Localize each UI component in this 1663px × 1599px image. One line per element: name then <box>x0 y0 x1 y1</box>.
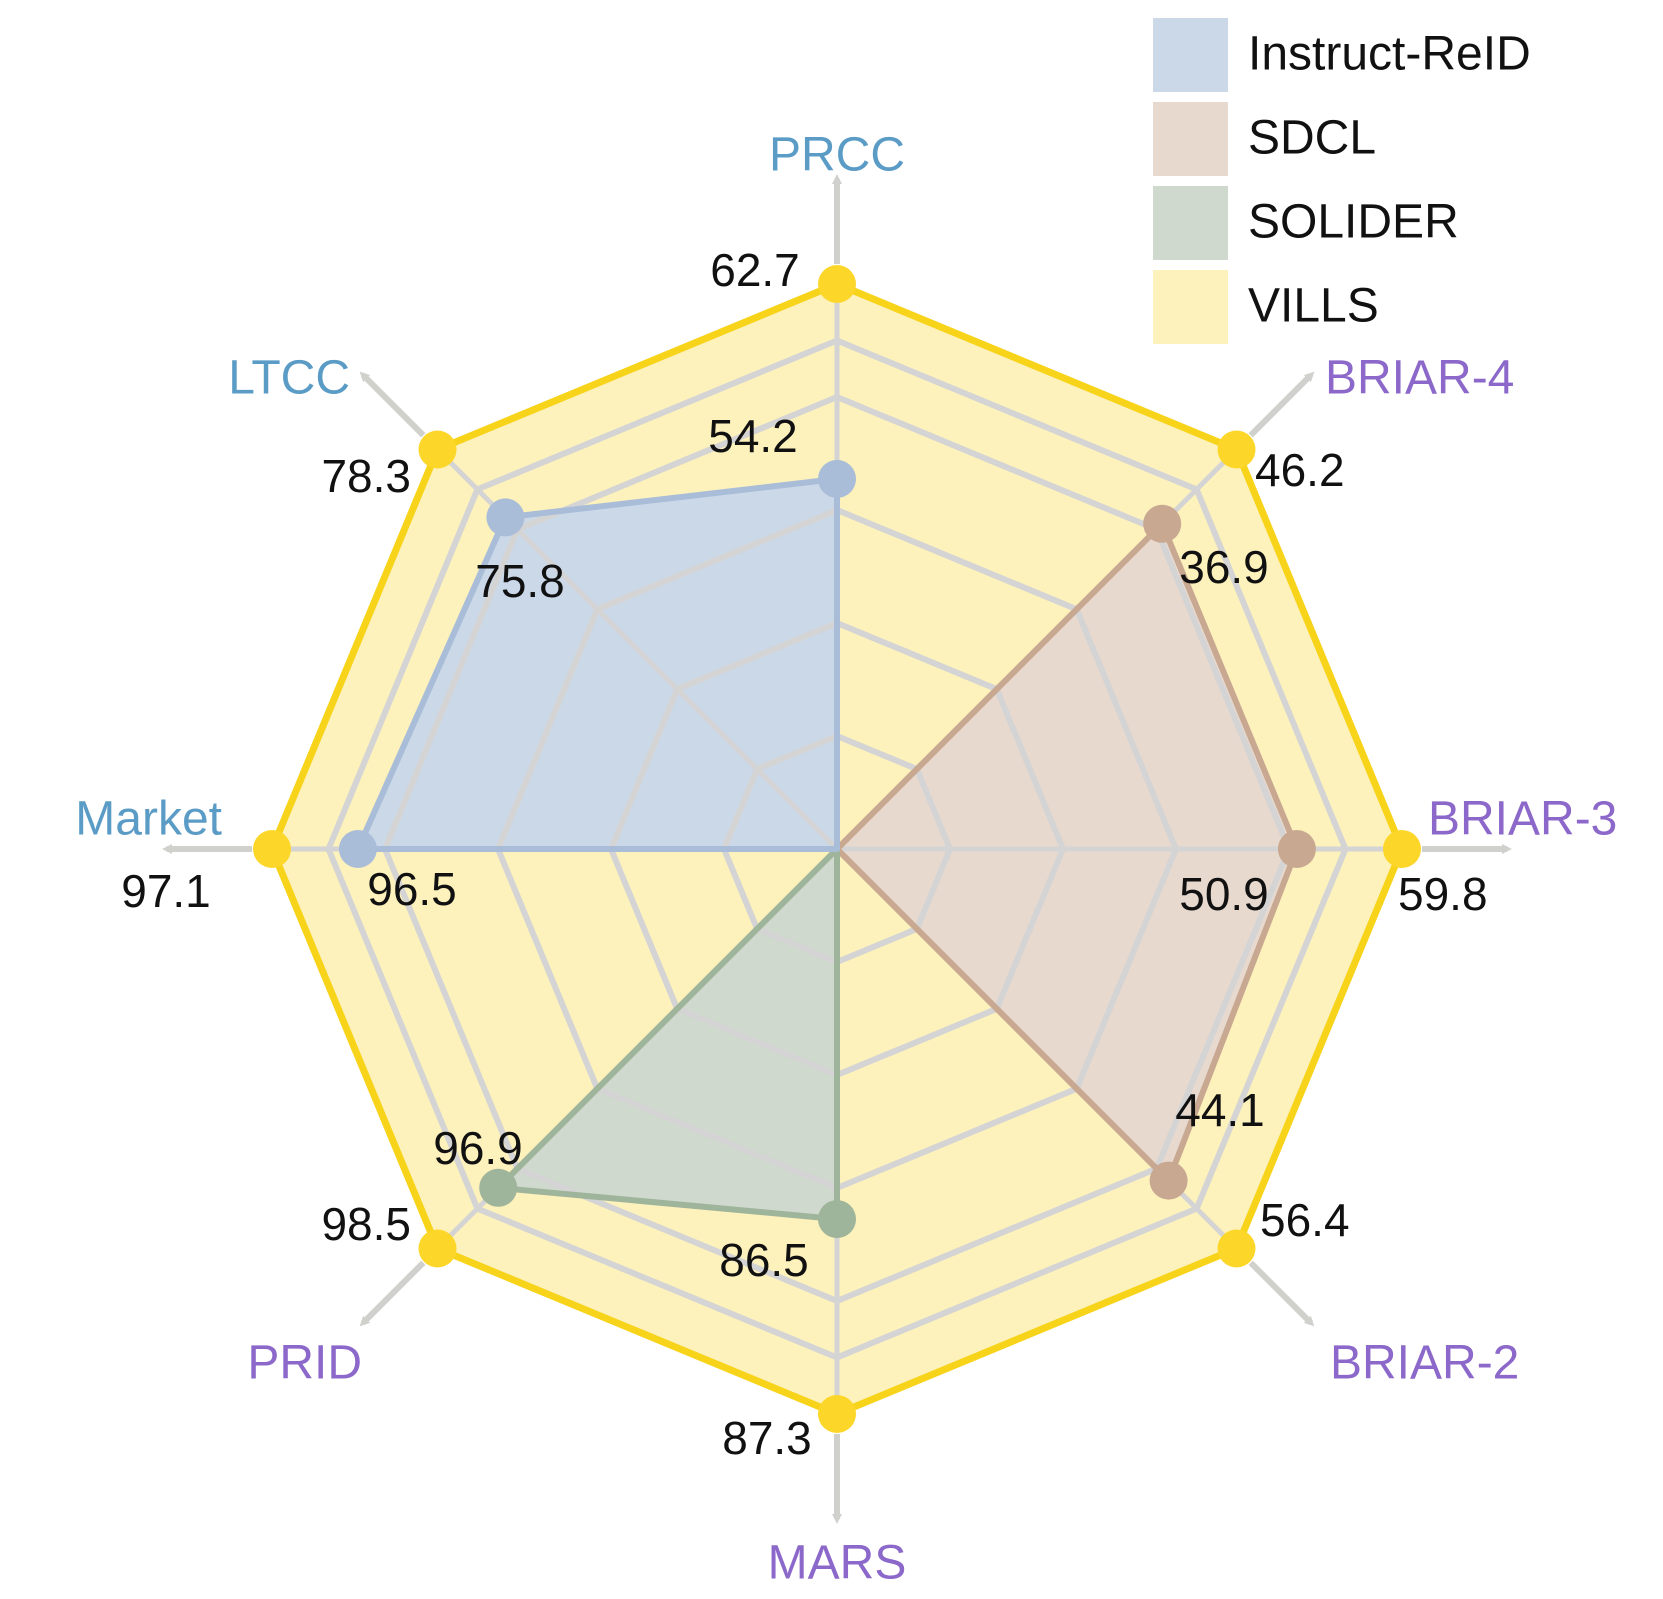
solider-line <box>495 846 840 1223</box>
vills-point-mars <box>818 1395 856 1433</box>
sdcl-point-briar-3 <box>1277 830 1316 868</box>
vills-value-ltcc: 78.3 <box>321 450 411 502</box>
vills-point-ltcc <box>418 430 457 469</box>
axis-arrow-ltcc <box>359 371 426 438</box>
legend-swatch-sdcl <box>1153 102 1228 176</box>
vills-value-briar-2: 56.4 <box>1260 1194 1350 1246</box>
axis-arrow-briar-2 <box>1248 1260 1315 1327</box>
axis-label-mars: MARS <box>768 1537 907 1590</box>
axis-label-briar-2: BRIAR-2 <box>1330 1337 1519 1390</box>
vills-value-briar-4: 46.2 <box>1255 444 1345 496</box>
series-markers <box>253 265 1421 1433</box>
legend-label-sdcl: SDCL <box>1248 112 1376 165</box>
axis-label-market: Market <box>75 793 222 846</box>
vills-value-mars: 87.3 <box>722 1412 812 1464</box>
instruct-reid-point-prcc <box>818 459 856 498</box>
vills-point-briar-2 <box>1217 1229 1256 1268</box>
axis-label-prcc: PRCC <box>769 129 905 182</box>
solider-point-mars <box>818 1200 856 1239</box>
vills-point-prid <box>418 1229 457 1268</box>
legend: Instruct-ReID SDCL SOLIDER VILLS <box>1153 18 1531 344</box>
vills-value-prid: 98.5 <box>321 1198 411 1250</box>
solider-area <box>498 849 837 1220</box>
solider-point-prid <box>479 1168 518 1207</box>
axes: PRCC BRIAR-4 BRIAR-3 BRIAR-2 MARS PRID Market L… <box>75 129 1617 1590</box>
vills-value-briar-3: 59.8 <box>1398 868 1488 920</box>
sdcl-area <box>837 523 1297 1181</box>
vills-point-prcc <box>818 265 856 303</box>
instruct-reid-value-market: 96.5 <box>367 863 457 915</box>
axis-label-briar-4: BRIAR-4 <box>1325 352 1514 405</box>
vills-point-market <box>253 830 291 868</box>
legend-label-vills: VILLS <box>1248 280 1379 333</box>
sdcl-value-briar-3: 50.9 <box>1179 868 1269 920</box>
sdcl-point-briar-4 <box>1143 504 1182 543</box>
instruct-reid-value-prcc: 54.2 <box>708 410 798 462</box>
vills-value-market: 97.1 <box>121 865 211 917</box>
axis-label-prid: PRID <box>247 1337 362 1390</box>
vills-point-briar-3 <box>1383 830 1421 868</box>
legend-label-solider: SOLIDER <box>1248 196 1459 249</box>
legend-swatch-solider <box>1153 186 1228 260</box>
legend-swatch-instruct-reid <box>1153 18 1228 92</box>
value-labels: 54.2 96.5 75.8 36.9 50.9 44.1 86.5 96.9 62.7 46.2… <box>121 244 1487 1464</box>
solider-value-prid: 96.9 <box>433 1122 523 1174</box>
legend-swatch-vills <box>1153 270 1228 344</box>
sdcl-value-briar-2: 44.1 <box>1175 1084 1265 1136</box>
instruct-reid-point-ltcc <box>486 498 525 537</box>
sdcl-point-briar-2 <box>1149 1161 1188 1200</box>
solider-value-mars: 86.5 <box>719 1234 809 1286</box>
axis-label-ltcc: LTCC <box>228 352 350 405</box>
axis-label-briar-3: BRIAR-3 <box>1428 793 1617 846</box>
vills-point-briar-4 <box>1217 430 1256 469</box>
axis-arrow-prid <box>359 1260 426 1327</box>
instruct-reid-point-market <box>338 830 377 868</box>
axis-arrow-briar-4 <box>1248 371 1315 438</box>
sdcl-value-briar-4: 36.9 <box>1179 541 1269 593</box>
vills-value-prcc: 62.7 <box>710 244 800 296</box>
instruct-reid-area <box>357 478 837 849</box>
instruct-reid-value-ltcc: 75.8 <box>475 555 565 607</box>
legend-label-instruct-reid: Instruct-ReID <box>1248 28 1531 81</box>
